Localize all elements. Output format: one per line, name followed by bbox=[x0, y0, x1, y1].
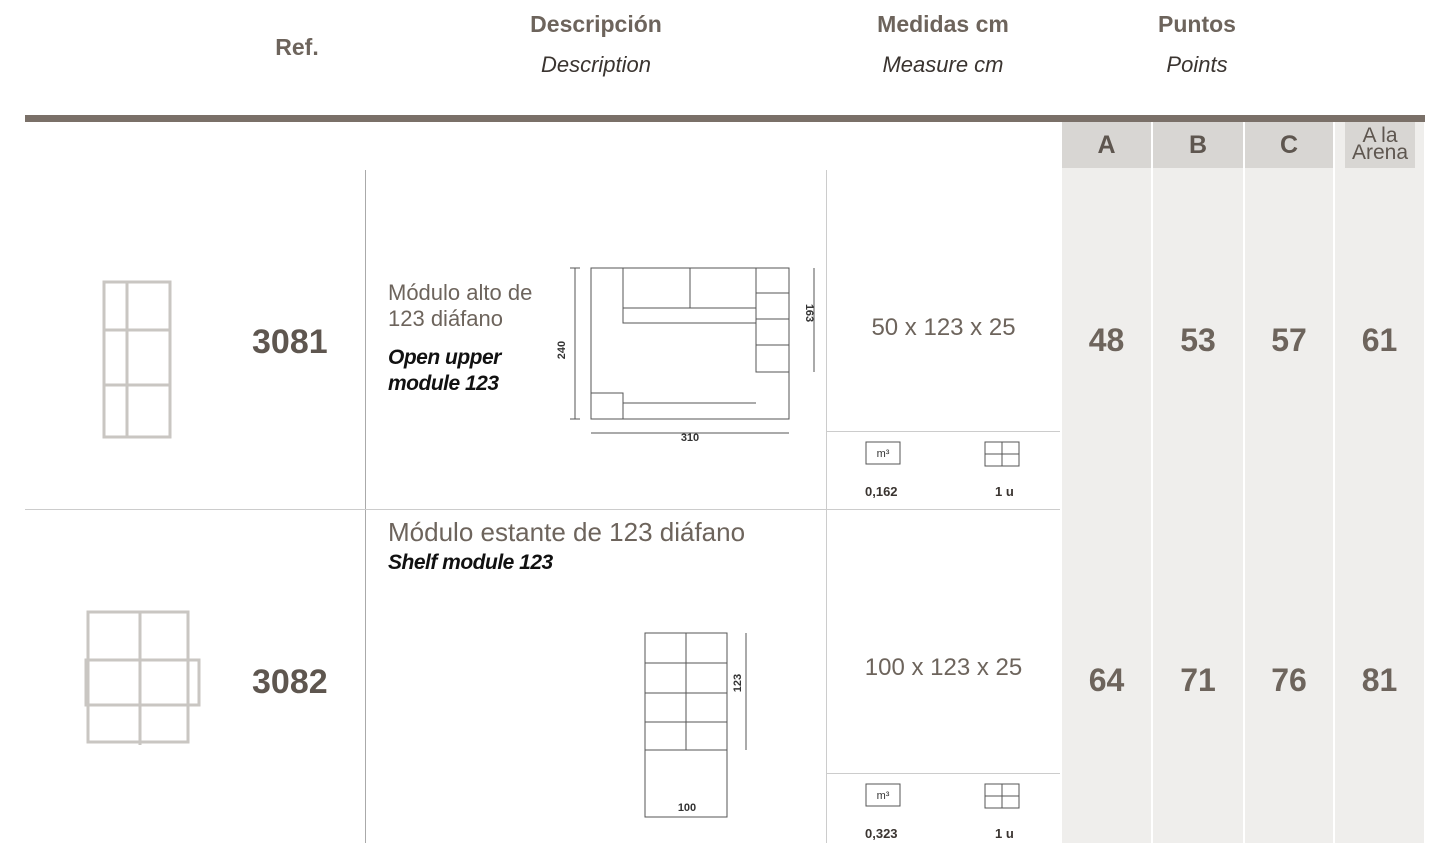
units: 1 u bbox=[995, 484, 1014, 499]
dim-label: 310 bbox=[681, 432, 699, 444]
points-head: B bbox=[1153, 122, 1243, 168]
divider bbox=[827, 773, 1060, 774]
points: 57 bbox=[1271, 322, 1307, 358]
header-desc-en: Description bbox=[540, 52, 652, 77]
product-image bbox=[84, 280, 201, 745]
header-bar bbox=[25, 115, 1425, 122]
measures: 100 x 123 x 25 bbox=[864, 654, 1023, 681]
points-col: A la Arena 61 81 bbox=[1335, 122, 1424, 843]
header-desc: Descripción bbox=[530, 11, 662, 37]
divider bbox=[827, 431, 1060, 432]
points-head: A bbox=[1062, 122, 1151, 168]
header-points: Puntos bbox=[1158, 11, 1236, 37]
icon-label: m³ bbox=[877, 448, 890, 460]
divider bbox=[826, 170, 827, 843]
points-head: A la Arena bbox=[1345, 122, 1415, 168]
points-col: C 57 76 bbox=[1245, 122, 1333, 843]
points: 61 bbox=[1361, 322, 1398, 358]
header-points-en: Points bbox=[1166, 52, 1228, 77]
points: 48 bbox=[1088, 322, 1125, 358]
dim-label: 163 bbox=[803, 304, 815, 322]
title-en: Open upper module 123 bbox=[388, 346, 501, 395]
divider bbox=[365, 170, 366, 843]
title-en: Shelf module 123 bbox=[388, 551, 553, 574]
header-ref: Ref. bbox=[275, 34, 319, 60]
ref: 3082 bbox=[252, 663, 328, 701]
points-col: B 53 71 bbox=[1153, 122, 1243, 843]
points-head: C bbox=[1245, 122, 1333, 168]
points: 53 bbox=[1180, 322, 1216, 358]
points: 64 bbox=[1088, 662, 1125, 698]
ref: 3081 bbox=[252, 323, 328, 361]
dim-label: 123 bbox=[732, 674, 744, 692]
drawing bbox=[570, 267, 1020, 818]
points: 71 bbox=[1180, 662, 1216, 698]
points: 81 bbox=[1361, 662, 1398, 698]
title: Módulo alto de 123 diáfano bbox=[388, 280, 533, 331]
points: 76 bbox=[1271, 662, 1307, 698]
row-divider bbox=[25, 509, 1060, 510]
volume: 0,162 bbox=[865, 484, 898, 499]
dim-label: 240 bbox=[556, 341, 568, 359]
measures: 50 x 123 x 25 bbox=[871, 314, 1016, 341]
icon-label: m³ bbox=[877, 790, 890, 802]
dim-label: 100 bbox=[678, 802, 696, 814]
points-col: A 48 64 bbox=[1062, 122, 1151, 843]
header-measures: Medidas cm bbox=[877, 11, 1009, 37]
header-measures-en: Measure cm bbox=[882, 52, 1004, 77]
units: 1 u bbox=[995, 826, 1014, 841]
title: Módulo estante de 123 diáfano bbox=[388, 517, 746, 547]
volume: 0,323 bbox=[865, 826, 898, 841]
